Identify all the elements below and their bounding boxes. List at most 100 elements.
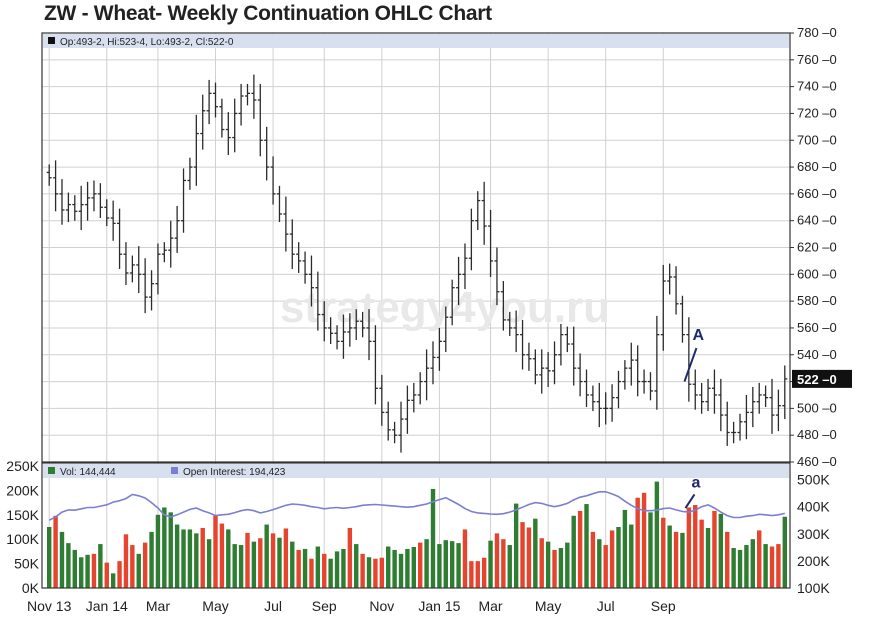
volume-bar	[763, 544, 768, 588]
volume-bar	[712, 510, 717, 588]
volume-bar	[725, 531, 730, 588]
volume-bar	[373, 558, 378, 588]
volume-panel-frame	[41, 462, 791, 589]
volume-bar	[590, 531, 596, 588]
price-axis-label: 480 –0	[797, 427, 837, 442]
volume-bar	[59, 531, 65, 588]
x-axis-label: Jan 14	[86, 598, 128, 614]
volume-bar	[533, 518, 538, 588]
volume-bar	[130, 545, 135, 588]
price-axis-label: 780 –0	[797, 25, 837, 40]
volume-bar	[347, 527, 353, 588]
volume-bar	[366, 557, 372, 588]
volume-bar	[565, 542, 570, 588]
volume-legend: Vol: 144,444	[60, 467, 116, 478]
volume-bar	[91, 553, 97, 588]
volume-bar	[456, 543, 461, 588]
volume-bar	[571, 515, 576, 588]
volume-bar	[46, 527, 52, 588]
price-axis-label: 760 –0	[797, 52, 837, 67]
volume-bar	[417, 542, 423, 588]
volume-bar	[104, 562, 109, 588]
price-axis-label: 500 –0	[797, 400, 837, 415]
volume-bar	[699, 519, 704, 588]
volume-bar	[283, 528, 289, 588]
volume-bar	[85, 554, 90, 588]
volume-bar	[635, 497, 640, 588]
volume-bar	[430, 488, 436, 588]
volume-bar	[149, 531, 154, 588]
volume-bar	[693, 505, 698, 588]
volume-bar	[757, 530, 762, 588]
volume-bar	[174, 524, 180, 588]
volume-bar	[411, 547, 417, 588]
volume-bar	[238, 545, 244, 588]
volume-bar	[117, 561, 122, 588]
price-axis-label: 660 –0	[797, 186, 837, 201]
oi-axis-label: 200K	[797, 553, 830, 569]
volume-bar	[98, 544, 103, 588]
price-axis-label: 680 –0	[797, 159, 837, 174]
volume-bar	[251, 541, 257, 588]
volume-bar	[494, 533, 500, 588]
volume-bar	[603, 545, 608, 588]
volume-bar	[123, 534, 129, 588]
volume-bar	[718, 513, 724, 588]
volume-bar	[341, 548, 346, 588]
volume-bar	[296, 549, 301, 588]
annotation-small-a-label: a	[691, 475, 700, 492]
x-axis-label: May	[202, 598, 228, 614]
volume-bar	[219, 523, 225, 588]
volume-bar	[667, 525, 672, 588]
volume-axis-label: 0K	[22, 580, 40, 596]
volume-bar	[142, 542, 148, 588]
price-axis-label: 720 –0	[797, 105, 837, 120]
volume-bar	[481, 557, 487, 588]
price-axis-label: 600 –0	[797, 266, 837, 281]
annotation-a-arrow	[683, 347, 698, 382]
volume-bar	[488, 540, 493, 588]
oi-axis-label: 100K	[797, 580, 830, 596]
volume-bar	[661, 517, 666, 588]
volume-bar	[705, 527, 711, 588]
price-axis-label: 540 –0	[797, 347, 837, 362]
last-price-badge	[792, 369, 852, 388]
volume-bar	[155, 514, 161, 588]
volume-bar	[744, 545, 749, 588]
volume-axis-label: 200K	[6, 482, 39, 498]
volume-bar	[622, 509, 628, 588]
volume-bar	[334, 551, 340, 588]
volume-bar	[392, 549, 397, 588]
volume-axis-label: 100K	[6, 531, 39, 547]
volume-bar	[398, 553, 404, 588]
volume-axis-label: 250K	[6, 458, 39, 474]
volume-bar	[168, 512, 173, 588]
volume-bar	[245, 532, 250, 588]
volume-legend-swatch	[48, 467, 55, 474]
volume-bar	[53, 515, 58, 588]
volume-bar	[641, 492, 647, 588]
annotation-a-label: A	[692, 327, 704, 344]
volume-bar	[782, 516, 788, 588]
volume-bar	[322, 553, 327, 588]
volume-bar	[776, 544, 781, 588]
open-interest-line	[48, 490, 785, 521]
price-axis-label: 640 –0	[797, 213, 837, 228]
oi-legend-swatch	[171, 467, 178, 474]
volume-bar	[405, 548, 410, 588]
oi-axis-label: 300K	[797, 526, 830, 542]
volume-bar	[379, 557, 385, 588]
x-axis-label: Jan 15	[418, 598, 460, 614]
volume-bar	[520, 522, 525, 588]
volume-bar	[475, 561, 480, 588]
price-legend-swatch	[48, 37, 55, 44]
volume-bar	[597, 539, 602, 588]
volume-legend-strip	[43, 464, 789, 478]
volume-bar	[673, 531, 679, 588]
volume-bar	[449, 541, 455, 588]
price-axis-label: 700 –0	[797, 132, 837, 147]
volume-bar	[424, 539, 429, 588]
volume-bar	[654, 481, 660, 588]
volume-bar	[526, 527, 532, 588]
